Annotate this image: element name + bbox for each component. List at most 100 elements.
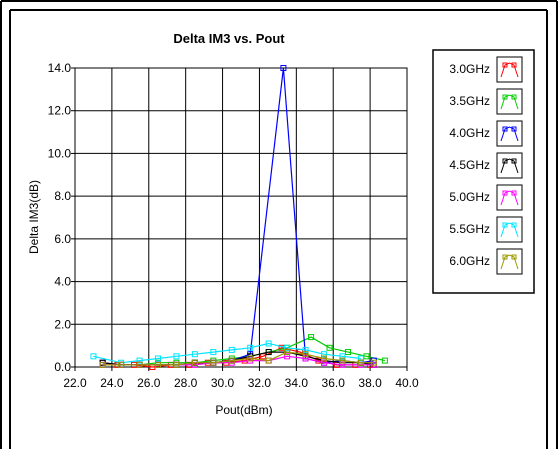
legend-item: 5.5GHz <box>449 216 523 243</box>
legend-swatch-marker <box>502 158 508 164</box>
series-line <box>93 342 361 364</box>
legend-swatch-marker <box>511 126 517 132</box>
legend-item: 3.5GHz <box>449 88 523 115</box>
legend: 3.0GHz 3.5GHz 4.0GHz 4.5GHz 5.0GHz 5.5GHz 6.0G… <box>432 49 535 294</box>
legend-label: 5.5GHz <box>449 222 490 236</box>
legend-item: 4.5GHz <box>449 152 523 179</box>
legend-swatch-marker <box>502 94 508 100</box>
legend-swatch-line <box>500 62 519 78</box>
data-point <box>344 349 351 356</box>
legend-swatch-marker <box>511 222 517 228</box>
legend-swatch-line <box>500 254 519 270</box>
data-point <box>191 359 198 366</box>
y-tick-label: 0.0 <box>54 360 71 374</box>
data-point <box>136 357 143 364</box>
legend-swatch-box <box>496 248 523 275</box>
legend-swatch-box <box>496 120 523 147</box>
data-point <box>228 357 235 364</box>
x-tick-label: 34.0 <box>285 376 309 390</box>
axes: 22.0 24.0 26.0 28.0 30.0 32.0 34.0 36.0 38.0 40.0… <box>48 61 419 390</box>
data-point <box>155 361 161 368</box>
legend-swatch-marker <box>511 62 517 68</box>
data-point <box>118 361 125 368</box>
legend-swatch-marker <box>502 222 508 228</box>
data-point <box>302 346 309 353</box>
data-point <box>155 355 161 362</box>
data-point <box>339 353 346 360</box>
data-point <box>278 344 285 351</box>
data-point <box>321 359 327 366</box>
data-point <box>210 349 217 356</box>
x-tick-label: 28.0 <box>174 376 198 390</box>
legend-swatch-box <box>496 56 523 83</box>
x-tick-label: 36.0 <box>322 376 346 390</box>
legend-label: 4.0GHz <box>449 126 490 140</box>
legend-label: 6.0GHz <box>449 254 490 268</box>
series-5-5ghz <box>90 340 364 366</box>
legend-label: 3.5GHz <box>449 94 490 108</box>
data-point <box>302 351 309 358</box>
data-point <box>370 359 377 366</box>
x-tick-label: 40.0 <box>395 376 419 390</box>
data-point <box>381 357 388 364</box>
data-point <box>308 334 315 341</box>
legend-swatch-marker <box>502 126 508 132</box>
x-tick-label: 32.0 <box>248 376 272 390</box>
legend-label: 3.0GHz <box>449 62 490 76</box>
x-tick-label: 22.0 <box>63 376 87 390</box>
legend-swatch-line <box>500 222 519 238</box>
y-tick-label: 10.0 <box>48 146 72 160</box>
y-tick-label: 6.0 <box>54 232 71 246</box>
data-point <box>284 344 291 351</box>
y-tick-label: 14.0 <box>48 61 72 75</box>
data-point <box>191 351 198 358</box>
legend-item: 6.0GHz <box>449 248 523 275</box>
grid <box>74 67 408 368</box>
y-axis-label: Delta IM3(dB) <box>27 180 41 254</box>
data-point <box>228 346 235 353</box>
data-point <box>339 357 346 364</box>
legend-swatch-box <box>496 152 523 179</box>
legend-swatch-box <box>496 88 523 115</box>
y-tick-label: 8.0 <box>54 189 71 203</box>
series-6-0ghz <box>99 349 377 368</box>
legend-swatch-line <box>500 158 519 174</box>
legend-item: 4.0GHz <box>449 120 523 147</box>
data-point <box>326 344 333 351</box>
data-point <box>321 355 327 362</box>
legend-swatch-line <box>500 190 519 206</box>
x-axis-label: Pout(dBm) <box>215 403 272 417</box>
legend-swatch-box <box>496 184 523 211</box>
legend-item: 3.0GHz <box>449 56 523 83</box>
data-point <box>357 355 364 362</box>
data-point <box>321 351 327 358</box>
data-point <box>284 349 291 356</box>
data-point <box>265 340 272 347</box>
y-tick-label: 4.0 <box>54 275 71 289</box>
legend-swatch-marker <box>511 94 517 100</box>
data-point <box>210 359 217 366</box>
legend-item: 5.0GHz <box>449 184 523 211</box>
chart-title: Delta IM3 vs. Pout <box>173 31 285 46</box>
data-point <box>136 361 143 368</box>
legend-label: 4.5GHz <box>449 158 490 172</box>
legend-swatch-marker <box>511 254 517 260</box>
data-point <box>284 353 291 360</box>
legend-swatch-line <box>500 94 519 110</box>
data-point <box>173 353 180 360</box>
data-point <box>90 353 97 360</box>
data-point <box>302 355 309 362</box>
legend-swatch-marker <box>502 190 508 196</box>
data-point <box>265 357 272 364</box>
data-point <box>247 355 254 362</box>
x-tick-label: 24.0 <box>100 376 124 390</box>
data-point <box>99 361 106 368</box>
series-layer <box>90 65 388 370</box>
legend-swatch-marker <box>511 158 517 164</box>
legend-swatch-line <box>500 126 519 142</box>
y-tick-label: 2.0 <box>54 317 71 331</box>
y-tick-label: 12.0 <box>48 104 72 118</box>
legend-swatch-marker <box>502 62 508 68</box>
